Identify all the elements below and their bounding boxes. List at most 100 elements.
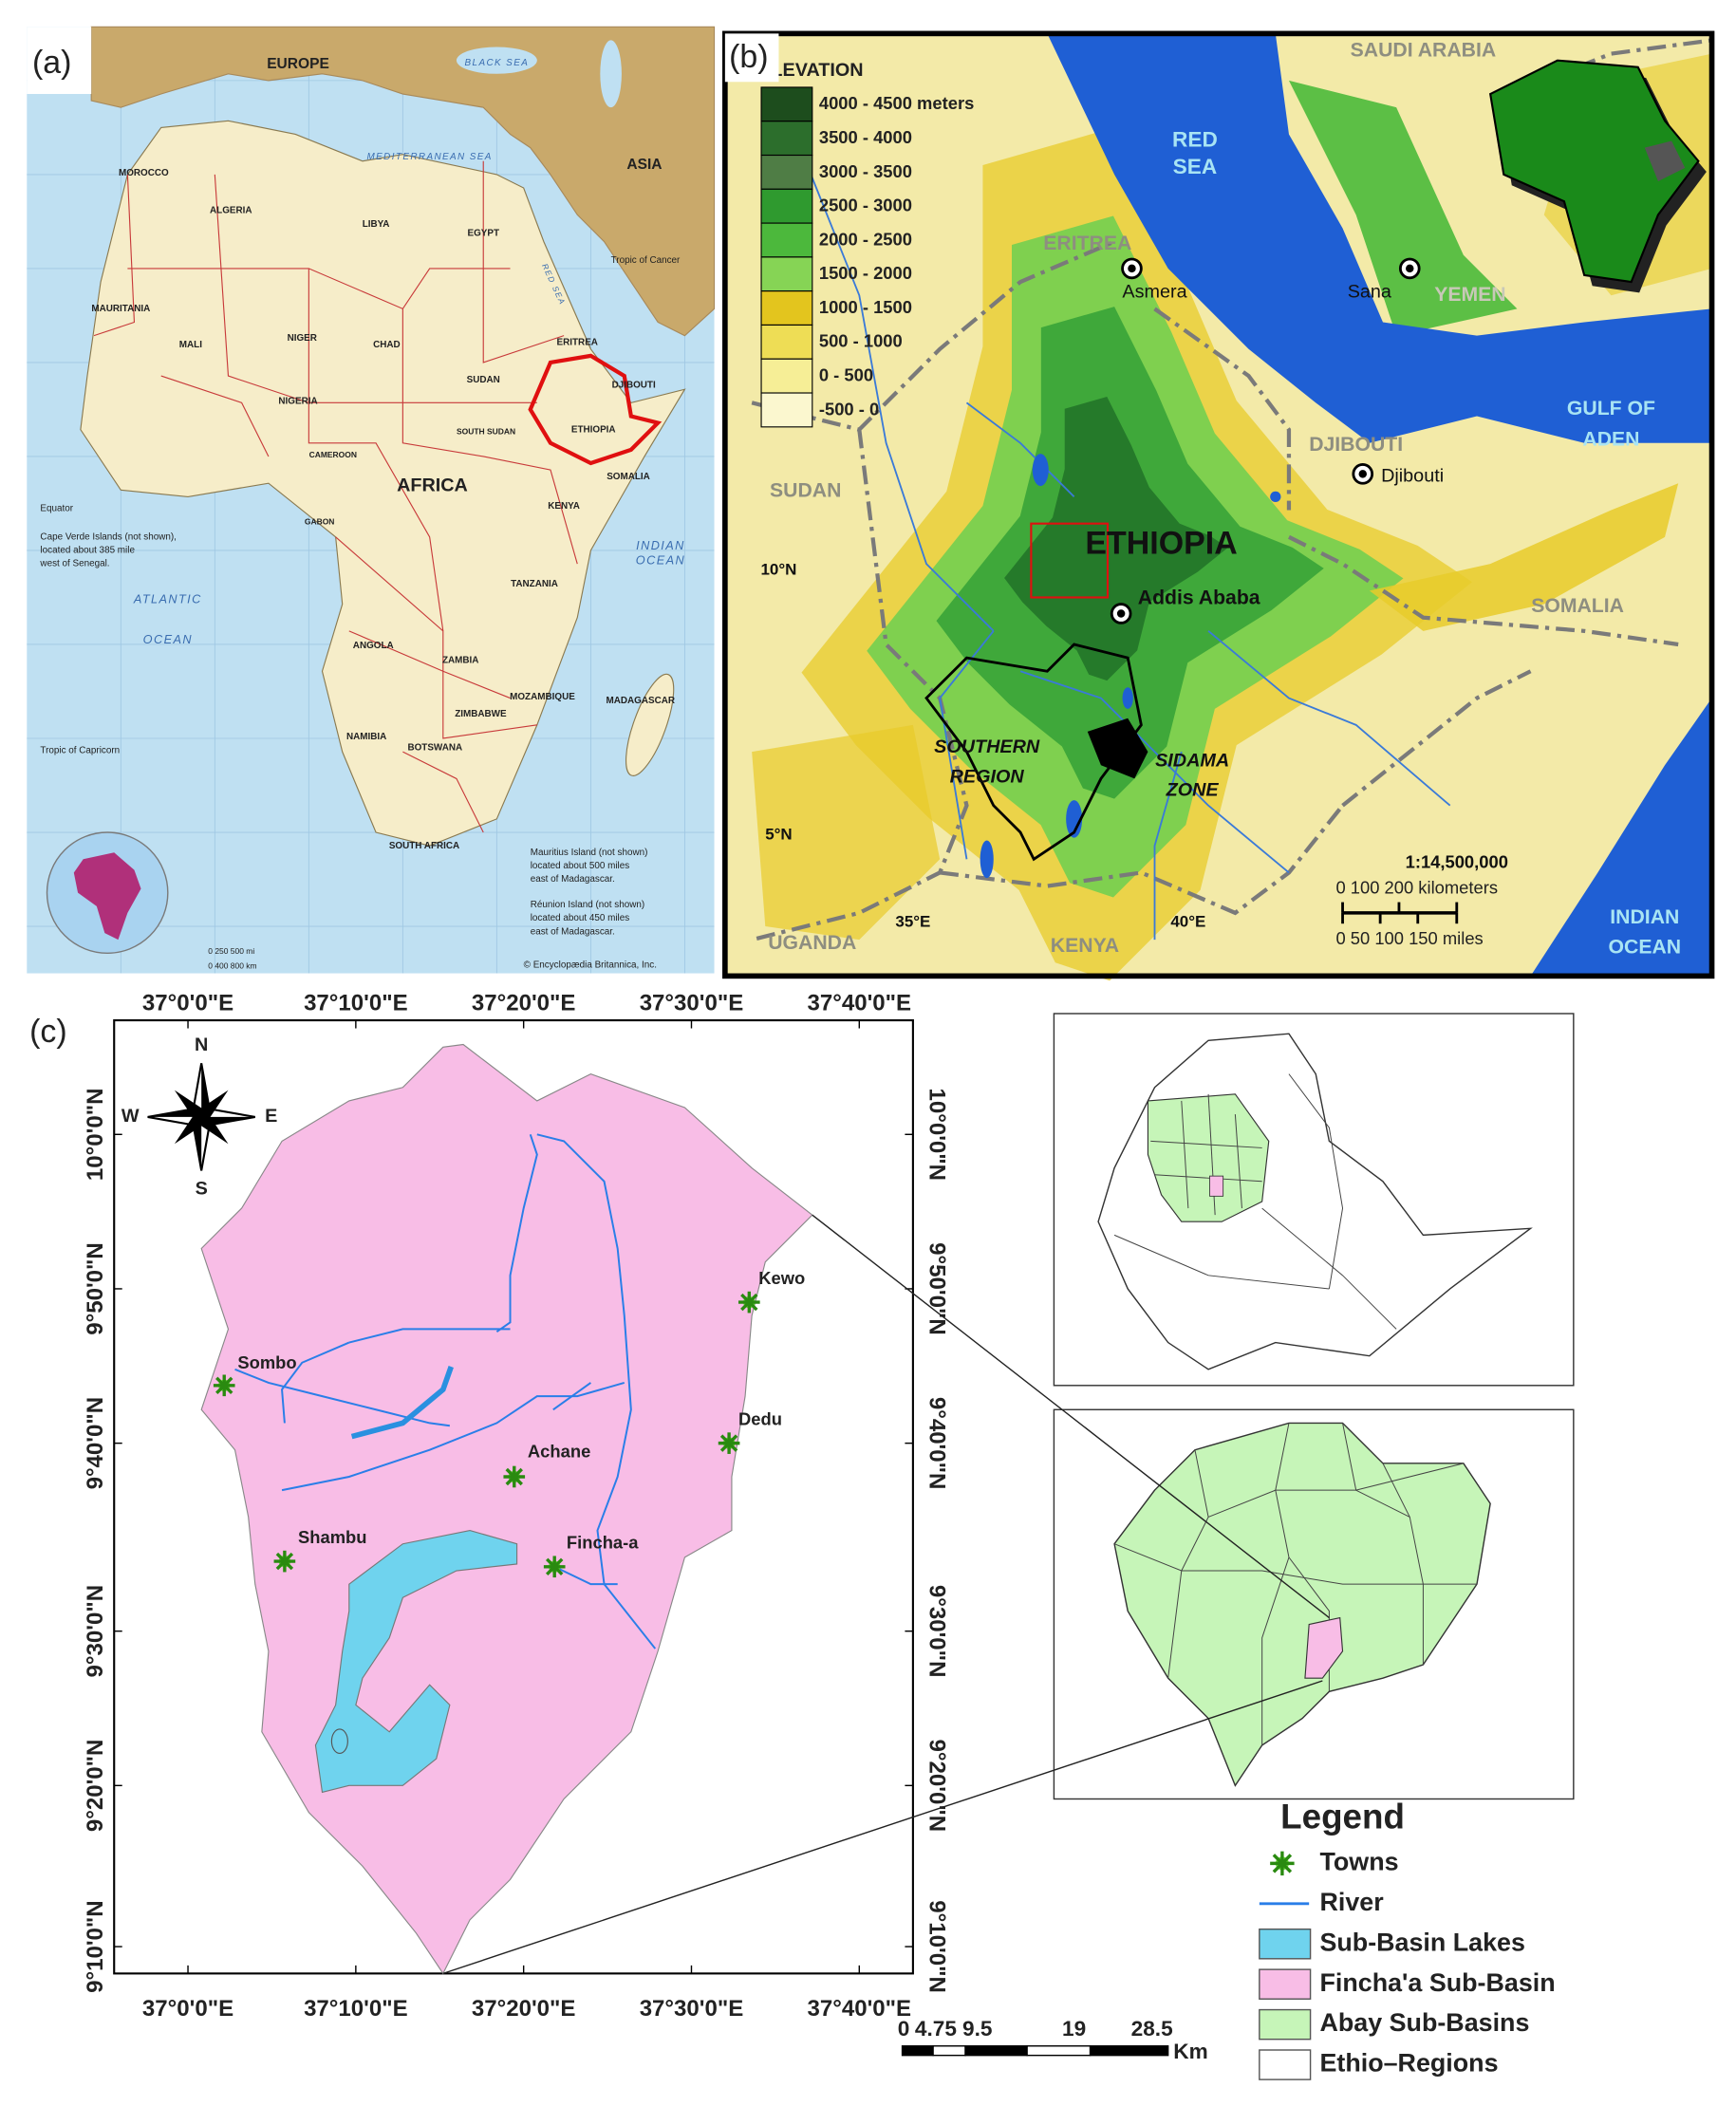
legend-label: 1000 - 1500 <box>819 297 912 317</box>
arabia-highland <box>1288 80 1518 336</box>
legend-label: Fincha'a Sub-Basin <box>1319 1968 1555 1997</box>
map-label: GABON <box>305 516 335 526</box>
ethiopia-outline <box>528 353 663 466</box>
scale-segment <box>964 2045 1028 2057</box>
map-label: SOUTH AFRICA <box>389 841 459 851</box>
lat-label: 10°0'0"N <box>83 1089 108 1182</box>
legend-label: 2000 - 2500 <box>819 229 912 249</box>
compass <box>147 1109 202 1117</box>
map-label: ZAMBIA <box>442 656 478 666</box>
town-label: Achane <box>528 1441 590 1461</box>
lon-label: 37°40'0"E <box>808 1996 912 2022</box>
city-dot <box>1406 264 1414 273</box>
southern-region <box>924 643 1143 862</box>
scale-segment <box>1026 2045 1092 2057</box>
map-label: Mauritius Island (not shown) <box>531 848 648 858</box>
legend-label: Towns <box>1319 1847 1398 1875</box>
map-label: TANZANIA <box>511 579 558 589</box>
lon-label: 37°10'0"E <box>304 990 408 1016</box>
compass <box>174 1090 229 1145</box>
legend-swatch <box>1259 2049 1312 2080</box>
lat-label: 9°30'0"N <box>83 1585 108 1678</box>
lon-label: 37°0'0"E <box>142 990 233 1016</box>
city-dot <box>1128 264 1136 273</box>
map-label: OCEAN <box>1609 936 1682 958</box>
compass-label: W <box>121 1106 140 1127</box>
map-label: KENYA <box>1051 935 1119 957</box>
legend-swatch <box>760 86 813 122</box>
map-label: SOUTH SUDAN <box>457 427 515 437</box>
map-label: SOMALIA <box>607 472 650 482</box>
fincha-inset <box>1304 1616 1344 1679</box>
legend-swatch <box>760 188 813 224</box>
africa-land <box>80 120 686 847</box>
legend-label: 0 - 500 <box>819 364 873 384</box>
map-label: Sana <box>1348 282 1392 303</box>
compass-label: S <box>196 1179 208 1200</box>
map-label: YEMEN <box>1434 284 1505 306</box>
map-label: located about 385 mile <box>40 546 135 556</box>
scale-segment <box>1089 2045 1169 2057</box>
map-label: 0 50 100 150 miles <box>1335 928 1483 948</box>
abay-basin <box>1113 1422 1491 1787</box>
map-label: 0 250 500 mi <box>208 946 254 956</box>
legend-swatch <box>1259 2008 1312 2041</box>
legend-label: Ethio–Regions <box>1319 2049 1498 2078</box>
map-label: MAURITANIA <box>91 304 150 314</box>
black-sea <box>456 47 537 74</box>
map-label: MALI <box>179 340 202 350</box>
scale-label: 4.75 <box>915 2017 957 2041</box>
country-border <box>308 268 444 631</box>
lat-label: 9°10'0"N <box>924 1900 950 1993</box>
map-label: EUROPE <box>267 56 329 72</box>
panel-label: (b) <box>729 39 768 75</box>
legend-swatch <box>760 324 813 360</box>
town-label: Shambu <box>298 1527 367 1547</box>
region-boundary <box>1113 1234 1330 1290</box>
town-marker <box>546 1557 564 1575</box>
map-label: NIGERIA <box>278 397 317 407</box>
lake <box>1066 800 1083 838</box>
map-label: 40°E <box>1170 912 1205 930</box>
town-label: Sombo <box>237 1352 296 1372</box>
map-label: INDIAN <box>1610 906 1679 928</box>
river <box>281 1341 350 1424</box>
map-label: ANGOLA <box>353 641 394 651</box>
border <box>751 429 969 942</box>
map-label: DJIBOUTI <box>1309 434 1403 456</box>
map-label: RED <box>1172 128 1218 152</box>
reservoir <box>350 1366 454 1440</box>
river <box>536 1133 657 1649</box>
map-label: ERITREA <box>557 337 598 347</box>
connector <box>442 1680 1323 1975</box>
scale-segment <box>932 2045 966 2057</box>
map-label: MOROCCO <box>119 168 169 178</box>
legend-swatch <box>760 392 813 428</box>
region-boundary <box>1261 1207 1397 1330</box>
legend-label: Sub-Basin Lakes <box>1319 1928 1524 1956</box>
figure-content: (a) EUROPEASIAAFRICAATLANTICOCEANINDIANOC… <box>27 26 1715 2080</box>
panel-b-frame <box>722 30 1715 979</box>
map-label: INDIAN <box>636 538 685 552</box>
legend-label: 1500 - 2000 <box>819 263 912 283</box>
lat-label: 9°30'0"N <box>924 1585 950 1678</box>
map-label: Réunion Island (not shown) <box>531 900 644 910</box>
town-label: Fincha-a <box>567 1533 639 1553</box>
panel-label: (c) <box>29 1014 67 1050</box>
city-dot <box>1116 609 1126 618</box>
region-boundary <box>1288 1073 1344 1290</box>
town-marker <box>1272 1854 1293 1873</box>
river <box>965 401 1075 498</box>
lat-label: 9°50'0"N <box>83 1242 108 1335</box>
map-label: SEA <box>1173 155 1218 178</box>
map-label: AFRICA <box>397 475 468 495</box>
caspian-sea <box>600 40 622 108</box>
map-label: 0 100 200 kilometers <box>1335 877 1498 897</box>
compass-label: N <box>195 1034 208 1055</box>
border <box>1288 534 1679 647</box>
map-label: Asmera <box>1122 282 1187 303</box>
map-label: CAMEROON <box>309 450 357 459</box>
legend-label: 500 - 1000 <box>819 331 903 351</box>
sub-basin-boundary <box>1207 1463 1464 1518</box>
